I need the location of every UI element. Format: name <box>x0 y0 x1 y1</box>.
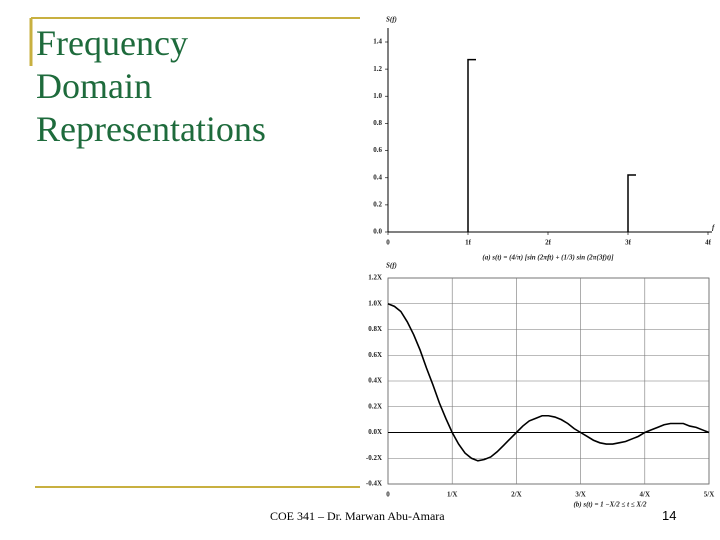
x-tick-label: 3/X <box>575 491 586 499</box>
page-number: 14 <box>662 508 677 523</box>
y-tick-label: 1.0X <box>368 299 382 307</box>
caption: (a) s(t) = (4/π) [sin (2πft) + (1/3) sin… <box>482 254 614 262</box>
title-line: Domain <box>36 66 152 106</box>
stem <box>627 174 636 232</box>
x-tick-label: 1/X <box>447 491 458 499</box>
x-tick-label: 4/X <box>640 491 651 499</box>
y-tick-label: 0.2X <box>368 402 382 410</box>
line <box>387 303 710 462</box>
x-tick-label: 4f <box>705 239 712 247</box>
x-tick-label: 0 <box>386 491 390 499</box>
slide-title: Frequency Domain Representations <box>36 22 266 151</box>
y-axis-label: S(f) <box>386 262 397 270</box>
y-axis-label: S(f) <box>386 16 397 24</box>
y-tick-label: 1.2 <box>373 65 382 73</box>
stem <box>467 58 476 232</box>
y-tick-label: 0.8 <box>373 119 382 127</box>
y-tick-label: -0.4X <box>366 480 382 488</box>
y-tick-label: -0.2X <box>366 454 382 462</box>
x-tick-label: 2f <box>545 239 552 247</box>
y-tick-label: 0.8X <box>368 325 382 333</box>
y-tick-label: 0.2 <box>373 200 382 208</box>
y-tick-label: 1.0 <box>373 92 382 100</box>
y-tick-label: 0.4 <box>373 173 382 181</box>
footer: COE 341 – Dr. Marwan Abu-Amara <box>270 509 445 523</box>
y-tick-label: 0.6 <box>373 146 382 154</box>
y-tick-label: 1.2X <box>368 274 382 282</box>
x-axis-label: f <box>712 224 715 232</box>
title-line: Representations <box>36 109 266 149</box>
x-tick-label: 2/X <box>511 491 522 499</box>
x-tick-label: 3f <box>625 239 632 247</box>
y-tick-label: 0.4X <box>368 377 382 385</box>
y-tick-label: 1.4 <box>373 38 382 46</box>
x-tick-label: 1f <box>465 239 472 247</box>
y-tick-label: 0.0 <box>373 228 382 236</box>
x-tick-label: 0 <box>386 239 390 247</box>
x-tick-label: 5/X <box>704 491 715 499</box>
y-tick-label: 0.0X <box>368 428 382 436</box>
caption: (b) s(t) = 1 −X/2 ≤ t ≤ X/2 <box>573 501 647 509</box>
y-tick-label: 0.6X <box>368 351 382 359</box>
title-line: Frequency <box>36 23 188 63</box>
